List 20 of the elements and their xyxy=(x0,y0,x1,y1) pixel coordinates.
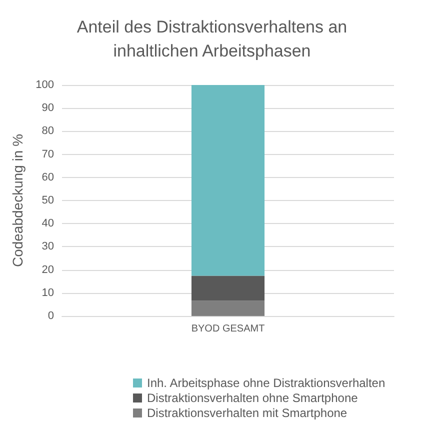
y-tick-label: 90 xyxy=(42,102,54,114)
y-tick-label: 10 xyxy=(42,286,54,299)
bar xyxy=(191,300,265,316)
y-tick-label: 20 xyxy=(42,264,54,276)
y-tick-label: 0 xyxy=(48,310,54,322)
y-tick-label: 100 xyxy=(36,79,54,91)
legend-label: Distraktionsverhalten ohne Smartphone xyxy=(147,391,358,405)
y-axis-title: Codeabdeckung in % xyxy=(10,134,26,268)
legend-label: Distraktionsverhalten mit Smartphone xyxy=(147,406,348,420)
bar xyxy=(191,85,265,276)
y-tick-label: 50 xyxy=(42,194,54,206)
legend-label: Inh. Arbeitsphase ohne Distraktionsverhalten xyxy=(147,376,386,390)
chart-title: Anteil des Distraktionsverhaltens an inhaltlichen Arbeitsphasen xyxy=(76,18,348,60)
x-tick-label: BYOD GESAMT xyxy=(191,324,265,334)
y-tick-label: 40 xyxy=(42,218,54,230)
y-tick-label: 30 xyxy=(42,240,54,253)
bar xyxy=(191,276,265,301)
y-tick-label: 70 xyxy=(42,148,54,160)
y-tick-label: 80 xyxy=(42,125,54,138)
y-tick-label: 60 xyxy=(42,171,54,184)
